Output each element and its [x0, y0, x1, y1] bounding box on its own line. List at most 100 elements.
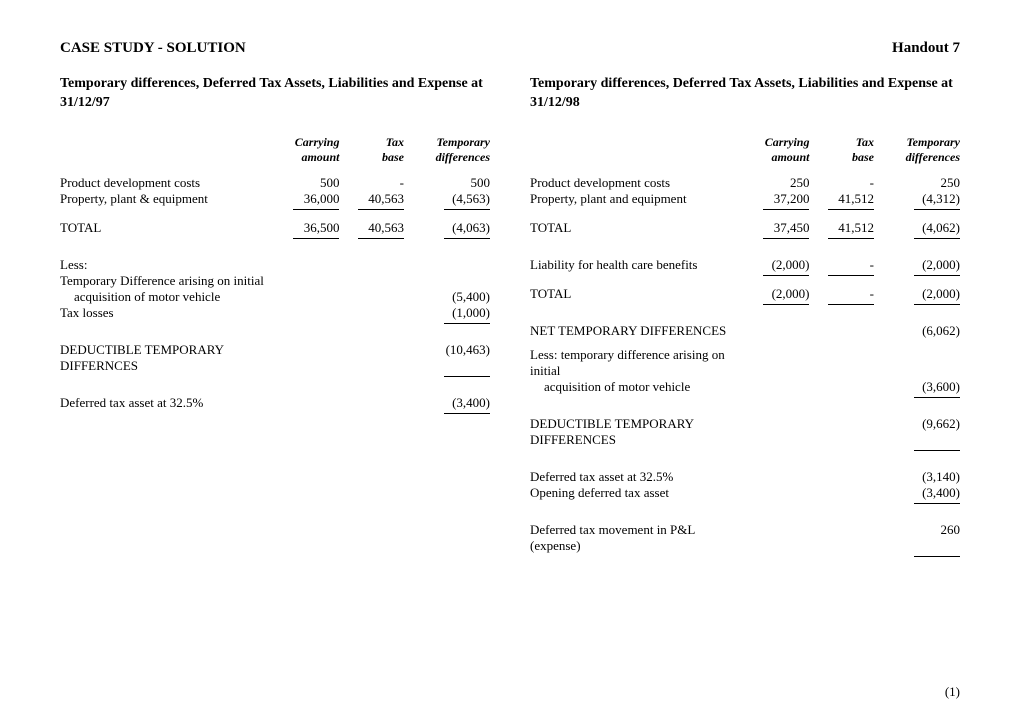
row-taxbase	[809, 416, 874, 448]
table-row: NET TEMPORARY DIFFERENCES (6,062)	[530, 323, 960, 339]
row-tempdiff: 500	[404, 175, 490, 191]
table-row: acquisition of motor vehicle(5,400)	[60, 289, 490, 305]
row-tempdiff: (4,062)	[874, 220, 960, 236]
table-row: Product development costs250-250	[530, 175, 960, 191]
row-tempdiff: (3,140)	[874, 469, 960, 485]
row-carrying	[266, 305, 339, 321]
row-carrying: 37,450	[736, 220, 809, 236]
row-label: NET TEMPORARY DIFFERENCES	[530, 323, 736, 339]
row-label: TOTAL	[60, 220, 266, 236]
row-carrying	[736, 485, 809, 501]
row-taxbase: 41,512	[809, 220, 874, 236]
table-row: acquisition of motor vehicle (3,600)	[530, 379, 960, 395]
row-label: Deferred tax asset at 32.5%	[60, 395, 266, 411]
row-carrying	[736, 347, 809, 379]
row-label: TOTAL	[530, 220, 736, 236]
col-header-tempdiff: Temporarydifferences	[874, 135, 960, 175]
row-label: Deferred tax movement in P&L (expense)	[530, 522, 736, 554]
row-tempdiff: (3,400)	[874, 485, 960, 501]
right-subtitle: Temporary differences, Deferred Tax Asse…	[530, 75, 960, 113]
table-row: Property, plant & equipment36,00040,563(…	[60, 191, 490, 207]
col-header-carrying: Carryingamount	[736, 135, 809, 175]
table-row: Opening deferred tax asset (3,400)	[530, 485, 960, 501]
row-carrying: (2,000)	[736, 257, 809, 273]
row-carrying	[266, 342, 339, 374]
row-taxbase: 41,512	[809, 191, 874, 207]
row-tempdiff: (9,662)	[874, 416, 960, 448]
header-right: Handout 7	[892, 40, 960, 57]
row-label: Property, plant & equipment	[60, 191, 266, 207]
row-taxbase	[339, 342, 404, 374]
row-taxbase	[809, 522, 874, 554]
row-label: DEDUCTIBLE TEMPORARY DIFFERENCES	[530, 416, 736, 448]
row-label: Deferred tax asset at 32.5%	[530, 469, 736, 485]
table-row: Less: temporary difference arising on in…	[530, 347, 960, 379]
row-tempdiff: (4,312)	[874, 191, 960, 207]
row-tempdiff: (2,000)	[874, 286, 960, 302]
table-row: TOTAL(2,000)-(2,000)	[530, 286, 960, 302]
table-row: Less:	[60, 257, 490, 273]
table-row: Tax losses (1,000)	[60, 305, 490, 321]
row-taxbase: 40,563	[339, 220, 404, 236]
row-taxbase	[339, 273, 404, 289]
row-carrying	[736, 522, 809, 554]
row-taxbase: 40,563	[339, 191, 404, 207]
col-header-taxbase: Taxbase	[809, 135, 874, 175]
row-tempdiff: (1,000)	[404, 305, 490, 321]
header-left: CASE STUDY - SOLUTION	[60, 40, 246, 57]
row-tempdiff: (4,063)	[404, 220, 490, 236]
row-label: Product development costs	[60, 175, 266, 191]
row-tempdiff: (4,563)	[404, 191, 490, 207]
row-tempdiff: (5,400)	[404, 289, 490, 305]
row-label: Liability for health care benefits	[530, 257, 736, 273]
row-tempdiff	[874, 347, 960, 379]
table-row: DEDUCTIBLE TEMPORARY DIFFERENCES (9,662)	[530, 416, 960, 448]
row-taxbase: -	[809, 175, 874, 191]
row-label: DEDUCTIBLE TEMPORARY DIFFERNCES	[60, 342, 266, 374]
col-header-label	[530, 135, 736, 175]
row-carrying	[736, 323, 809, 339]
row-taxbase: -	[809, 257, 874, 273]
row-tempdiff: 250	[874, 175, 960, 191]
row-carrying	[736, 416, 809, 448]
row-taxbase: -	[809, 286, 874, 302]
right-table: CarryingamountTaxbaseTemporarydifference…	[530, 135, 960, 559]
row-tempdiff	[404, 257, 490, 273]
row-label: acquisition of motor vehicle	[530, 379, 736, 395]
left-table: CarryingamountTaxbaseTemporarydifference…	[60, 135, 490, 416]
row-taxbase	[809, 485, 874, 501]
row-label: Property, plant and equipment	[530, 191, 736, 207]
row-tempdiff: (6,062)	[874, 323, 960, 339]
row-carrying: (2,000)	[736, 286, 809, 302]
right-column: Temporary differences, Deferred Tax Asse…	[530, 75, 960, 559]
row-tempdiff: (2,000)	[874, 257, 960, 273]
left-subtitle: Temporary differences, Deferred Tax Asse…	[60, 75, 490, 113]
left-column: Temporary differences, Deferred Tax Asse…	[60, 75, 490, 559]
row-label: TOTAL	[530, 286, 736, 302]
table-row: DEDUCTIBLE TEMPORARY DIFFERNCES(10,463)	[60, 342, 490, 374]
row-taxbase	[339, 289, 404, 305]
row-tempdiff: (3,600)	[874, 379, 960, 395]
row-tempdiff: (3,400)	[404, 395, 490, 411]
row-label: Tax losses	[60, 305, 266, 321]
row-taxbase	[809, 469, 874, 485]
row-taxbase	[339, 305, 404, 321]
row-carrying	[736, 469, 809, 485]
row-taxbase	[339, 257, 404, 273]
row-label: Temporary Difference arising on initial	[60, 273, 266, 289]
row-taxbase	[809, 379, 874, 395]
table-row: Deferred tax asset at 32.5% (3,140)	[530, 469, 960, 485]
row-carrying	[266, 395, 339, 411]
row-label: Less:	[60, 257, 266, 273]
row-tempdiff	[404, 273, 490, 289]
row-carrying	[266, 289, 339, 305]
col-header-tempdiff: Temporarydifferences	[404, 135, 490, 175]
row-label: Opening deferred tax asset	[530, 485, 736, 501]
row-carrying: 500	[266, 175, 339, 191]
col-header-label	[60, 135, 266, 175]
row-label: Product development costs	[530, 175, 736, 191]
row-taxbase	[809, 323, 874, 339]
page-header: CASE STUDY - SOLUTION Handout 7	[60, 40, 960, 57]
row-taxbase	[809, 347, 874, 379]
row-carrying: 37,200	[736, 191, 809, 207]
